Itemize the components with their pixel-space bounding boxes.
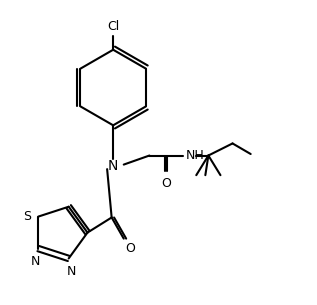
Text: NH: NH xyxy=(186,149,204,162)
Text: N: N xyxy=(67,264,76,278)
Text: Cl: Cl xyxy=(107,20,119,33)
Text: S: S xyxy=(23,210,31,223)
Text: N: N xyxy=(30,255,40,267)
Text: N: N xyxy=(108,159,118,173)
Text: O: O xyxy=(125,242,135,255)
Text: O: O xyxy=(161,177,171,190)
